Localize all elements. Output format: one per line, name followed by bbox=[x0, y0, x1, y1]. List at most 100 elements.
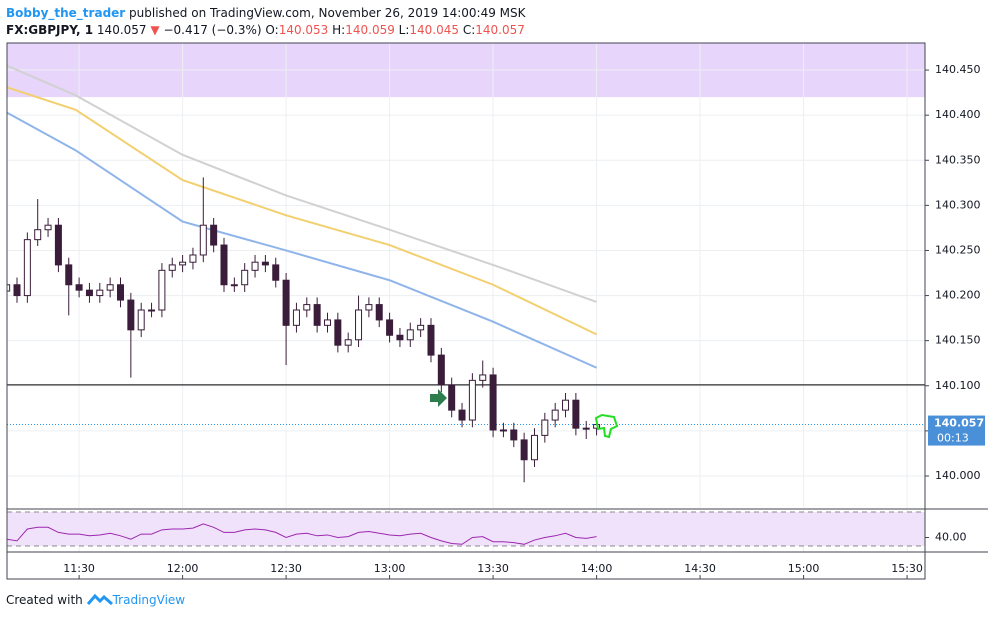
candle-body bbox=[355, 309, 363, 341]
candle-body bbox=[220, 244, 228, 286]
moving-average bbox=[7, 64, 597, 303]
candle-body bbox=[34, 229, 42, 241]
candle-body bbox=[323, 319, 331, 326]
symbol: FX:GBPJPY, 1 bbox=[6, 23, 94, 37]
candle-body bbox=[96, 289, 104, 297]
candle-body bbox=[572, 399, 580, 429]
candle-body bbox=[44, 224, 52, 231]
candle-body bbox=[179, 261, 187, 266]
candle-body bbox=[23, 239, 31, 297]
candle-body bbox=[210, 224, 218, 246]
candle-body bbox=[344, 339, 352, 346]
y-tick-label: 140.250 bbox=[935, 243, 981, 256]
candle-body bbox=[582, 427, 590, 430]
candle-body bbox=[199, 224, 207, 256]
candle-body bbox=[406, 329, 414, 341]
candle-body bbox=[230, 284, 238, 287]
rsi-band bbox=[7, 511, 925, 546]
frame bbox=[6, 42, 926, 580]
candle-body bbox=[116, 284, 124, 301]
candle-body bbox=[448, 384, 456, 411]
candle-body bbox=[158, 269, 166, 311]
candle-body bbox=[479, 374, 487, 381]
candle-body bbox=[437, 354, 445, 386]
y-tick-label: 140.300 bbox=[935, 198, 981, 211]
y-tick-label: 140.200 bbox=[935, 289, 981, 302]
candle-body bbox=[541, 419, 549, 436]
candle-body bbox=[303, 304, 311, 311]
candle-body bbox=[562, 399, 570, 411]
candle-body bbox=[282, 279, 290, 326]
candle-body bbox=[489, 374, 497, 431]
candle-body bbox=[417, 324, 425, 331]
c: 140.057 bbox=[475, 23, 525, 37]
candle-body bbox=[75, 284, 83, 291]
x-tick-label: 13:30 bbox=[477, 562, 509, 575]
x-tick-label: 11:30 bbox=[63, 562, 95, 575]
x-tick-label: 14:00 bbox=[581, 562, 613, 575]
rsi-line bbox=[7, 523, 597, 545]
candle-body bbox=[375, 304, 383, 321]
candle-body bbox=[127, 299, 135, 331]
candle-body bbox=[313, 304, 321, 326]
x-tick-label: 12:30 bbox=[270, 562, 302, 575]
y-tick-label: 140.150 bbox=[935, 334, 981, 347]
candle-body bbox=[85, 289, 93, 297]
candle-body bbox=[458, 409, 466, 421]
x-tick-label: 15:30 bbox=[891, 562, 923, 575]
candle-body bbox=[551, 409, 559, 421]
candle-body bbox=[7, 284, 11, 292]
candle-body bbox=[241, 269, 249, 286]
candle-body bbox=[106, 284, 114, 291]
footer-brand: TradingView bbox=[112, 593, 186, 607]
o-label: O: bbox=[265, 23, 279, 37]
candle-body bbox=[386, 319, 394, 336]
footer-text: Created with bbox=[6, 593, 83, 607]
candle-body bbox=[168, 264, 176, 271]
h: 140.059 bbox=[345, 23, 395, 37]
candle-body bbox=[427, 324, 435, 356]
candle-body bbox=[292, 309, 300, 326]
header: Bobby_the_trader published on TradingVie… bbox=[6, 5, 526, 39]
candle-body bbox=[65, 264, 73, 286]
last-price-label: 140.057 bbox=[934, 417, 984, 430]
buy-arrow bbox=[430, 389, 447, 407]
author: Bobby_the_trader bbox=[6, 6, 126, 20]
candle-body bbox=[499, 429, 507, 432]
l-label: L: bbox=[398, 23, 410, 37]
x-tick-label: 12:00 bbox=[167, 562, 199, 575]
candle-body bbox=[54, 224, 62, 266]
thumbs-down bbox=[594, 413, 619, 439]
y-tick-label: 140.350 bbox=[935, 153, 981, 166]
candle-body bbox=[261, 261, 269, 266]
footer: Created with TradingView bbox=[6, 592, 185, 607]
change: −0.417 (−0.3%) bbox=[163, 23, 262, 37]
price: 140.057 bbox=[96, 23, 147, 37]
candle-body bbox=[365, 304, 373, 311]
candle-body bbox=[334, 319, 342, 346]
candle-body bbox=[468, 379, 476, 421]
y-tick-label: 140.400 bbox=[935, 108, 981, 121]
candle-body bbox=[251, 261, 259, 271]
o: 140.053 bbox=[278, 23, 329, 37]
arrow: ▼ bbox=[150, 23, 160, 37]
published: published on TradingView.com, November 2… bbox=[129, 6, 526, 20]
candle-body bbox=[13, 284, 21, 297]
c-label: C: bbox=[462, 23, 476, 37]
x-tick-label: 15:00 bbox=[788, 562, 820, 575]
candle-body bbox=[272, 264, 280, 281]
y-tick-label: 140.100 bbox=[935, 379, 981, 392]
moving-average bbox=[7, 111, 597, 369]
y-tick-label: 140.000 bbox=[935, 469, 981, 482]
candle-body bbox=[137, 309, 145, 331]
x-tick-label: 13:00 bbox=[374, 562, 406, 575]
candle-body bbox=[520, 439, 528, 461]
l: 140.045 bbox=[409, 23, 460, 37]
candle-body bbox=[148, 309, 156, 312]
logo bbox=[86, 593, 113, 606]
h-label: H: bbox=[332, 23, 346, 37]
countdown: 00:13 bbox=[937, 432, 969, 445]
moving-average bbox=[7, 86, 598, 336]
